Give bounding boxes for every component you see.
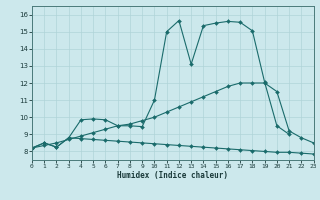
X-axis label: Humidex (Indice chaleur): Humidex (Indice chaleur) [117,171,228,180]
